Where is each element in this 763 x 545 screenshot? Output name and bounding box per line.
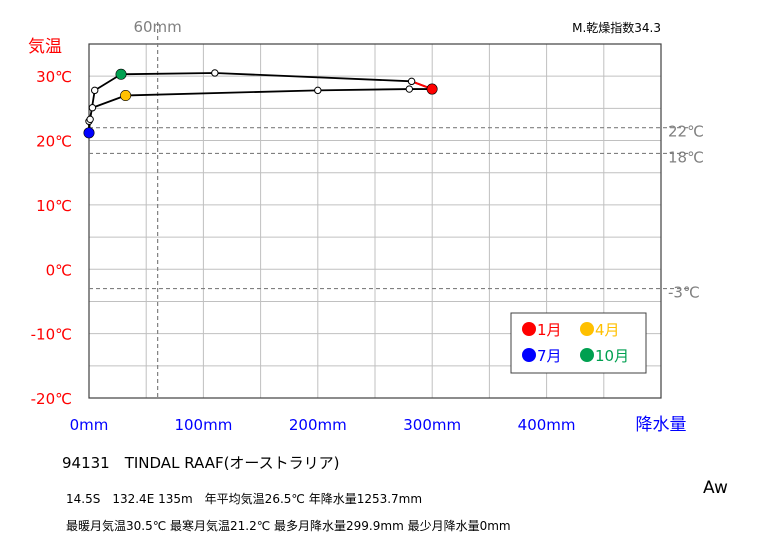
x-tick-label: 200mm: [289, 416, 347, 434]
legend-label-7: 7月: [537, 347, 562, 365]
x-axis-title: 降水量: [636, 415, 687, 435]
plot-frame: [88, 43, 662, 399]
month-marker-11: [211, 69, 219, 77]
station-summary-line2: 最暖月気温30.5℃ 最寒月気温21.2℃ 最多月降水量299.9mm 最少月降…: [66, 519, 511, 533]
month-marker-9: [91, 86, 99, 95]
y-tick-label: -20℃: [31, 390, 72, 408]
legend-label-10: 10月: [595, 347, 629, 365]
station-summary-line1: 14.5S 132.4E 135m 年平均気温26.5℃ 年降水量1253.7m…: [66, 492, 423, 506]
reference-label-temp: 22℃: [668, 123, 704, 141]
month-marker-2: [405, 85, 414, 93]
x-tick-label: 300mm: [403, 416, 461, 434]
legend-marker-1: [522, 322, 536, 336]
station-name: 94131 TINDAL RAAF(オーストラリア): [62, 454, 340, 472]
month-marker-8: [86, 115, 94, 124]
legend-marker-7: [522, 348, 536, 362]
month-marker-10: [115, 68, 127, 80]
x-tick-label: 0mm: [70, 416, 109, 434]
legend-box: [510, 312, 647, 374]
x-tick-label: 400mm: [518, 416, 576, 434]
legend-label-4: 4月: [595, 321, 620, 339]
reference-label-temp: -3℃: [668, 284, 700, 302]
y-tick-label: 30℃: [36, 68, 72, 86]
y-axis-title: 気温: [28, 37, 62, 57]
legend-marker-10: [580, 348, 594, 362]
month-marker-7: [83, 127, 95, 139]
y-tick-label: 0℃: [46, 261, 72, 279]
reference-label-60mm: 60mm: [133, 18, 181, 36]
climate-code: Aw: [703, 478, 728, 498]
month-marker-4: [120, 89, 132, 101]
reference-label-temp: 18℃: [668, 148, 704, 166]
y-tick-label: 20℃: [36, 133, 72, 151]
month-marker-1: [426, 83, 438, 95]
month-marker-3: [314, 86, 322, 95]
month-marker-12: [407, 77, 416, 86]
y-tick-label: 10℃: [36, 197, 72, 215]
dryness-index-annotation: M.乾燥指数34.3: [572, 20, 661, 35]
month-marker-5: [88, 104, 97, 112]
legend-label-1: 1月: [537, 321, 562, 339]
climate-chart: 60mm 22℃ 18℃ -3℃ 30℃ 20℃ 10℃ 0℃ -10℃ -20℃ 気温 0mm 100…: [28, 18, 704, 435]
y-tick-label: -10℃: [31, 326, 72, 344]
x-tick-label: 100mm: [174, 416, 232, 434]
legend-marker-4: [580, 322, 594, 336]
